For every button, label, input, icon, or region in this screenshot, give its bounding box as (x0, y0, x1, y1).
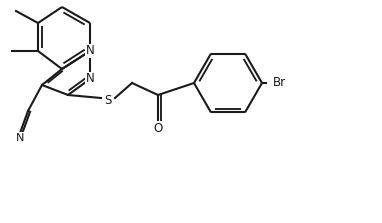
Text: Br: Br (272, 76, 286, 89)
Text: N: N (16, 133, 24, 143)
Text: N: N (86, 72, 94, 85)
Text: O: O (154, 122, 163, 134)
Text: S: S (104, 95, 112, 107)
Text: N: N (86, 45, 94, 58)
